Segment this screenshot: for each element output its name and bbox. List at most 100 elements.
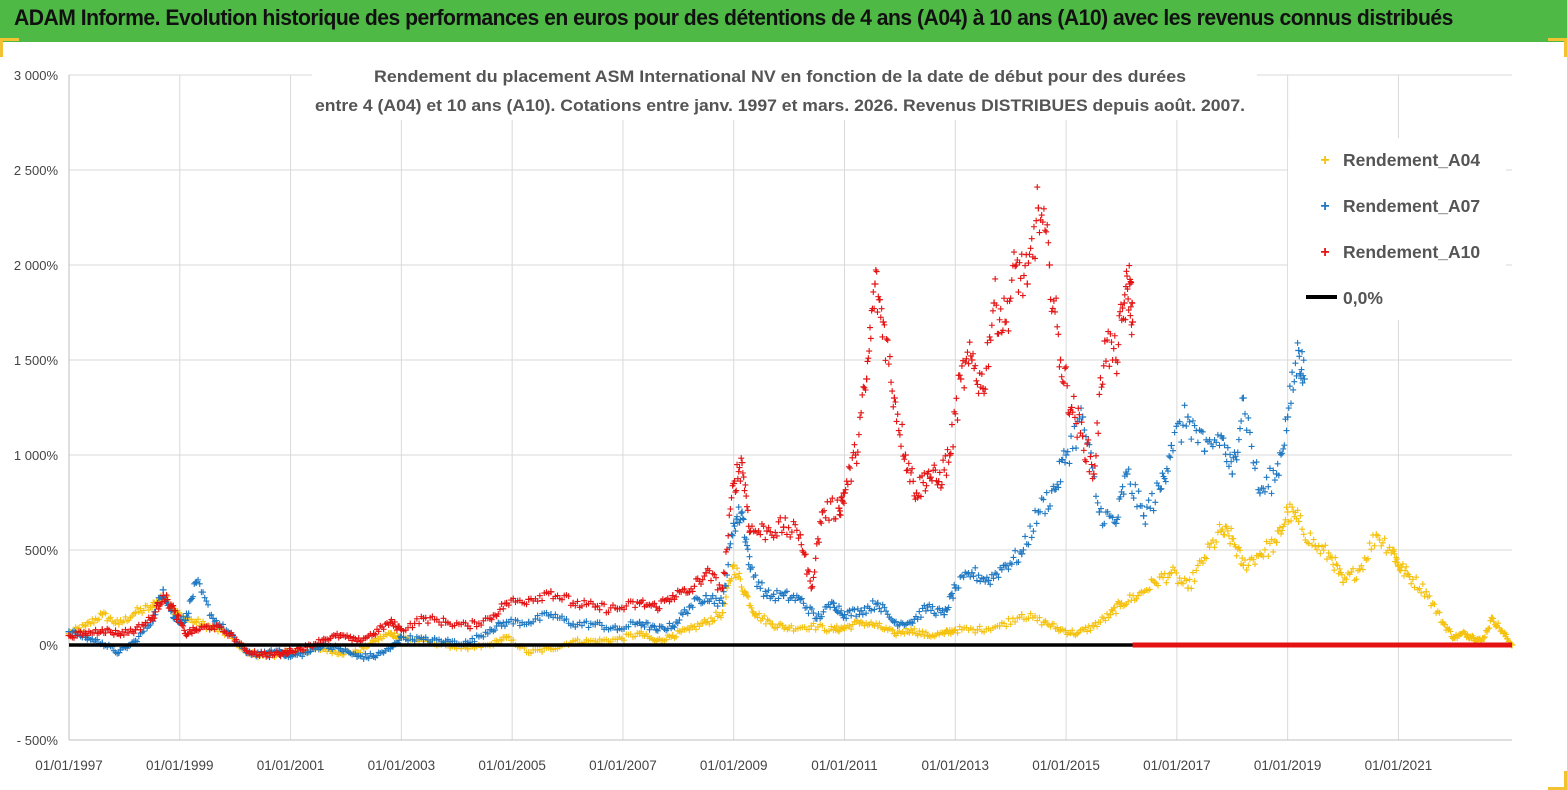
x-tick-label: 01/01/2015 xyxy=(1032,758,1100,773)
data-point-dense xyxy=(1334,562,1341,569)
data-point-dense xyxy=(1213,439,1220,446)
data-point-dense xyxy=(701,573,708,580)
data-point-dense xyxy=(716,581,723,588)
data-point-dense xyxy=(1066,460,1073,467)
data-point-dense xyxy=(903,467,910,474)
data-point-dense xyxy=(937,484,944,491)
data-point-dense xyxy=(596,606,603,613)
data-point-dense xyxy=(992,275,999,282)
data-point-dense xyxy=(922,487,929,494)
data-point-dense xyxy=(809,583,816,590)
data-point-dense xyxy=(724,546,731,553)
data-point xyxy=(1311,542,1319,550)
data-point-dense xyxy=(779,622,786,629)
data-point-dense xyxy=(970,573,977,580)
data-point-dense xyxy=(701,616,708,623)
data-point-dense xyxy=(950,443,957,450)
data-point-dense xyxy=(1073,445,1080,452)
data-point-dense xyxy=(839,498,846,505)
data-point-dense xyxy=(114,650,121,657)
data-point-dense xyxy=(1268,490,1275,497)
data-point-dense xyxy=(1129,490,1135,497)
data-point-dense xyxy=(200,589,207,596)
data-point-dense xyxy=(812,555,819,562)
data-point-dense xyxy=(1125,295,1132,302)
data-point-dense xyxy=(1012,263,1019,270)
data-point-dense xyxy=(1310,536,1317,543)
data-point xyxy=(1339,578,1347,586)
data-point-dense xyxy=(1015,559,1022,566)
data-point-dense xyxy=(1189,569,1196,576)
data-point-dense xyxy=(1100,362,1107,369)
data-point-dense xyxy=(960,574,967,581)
data-point-dense xyxy=(988,322,995,329)
data-point-dense xyxy=(536,617,543,624)
data-point-dense xyxy=(1374,532,1381,539)
data-point-dense xyxy=(698,581,705,588)
data-point-dense xyxy=(1222,523,1229,530)
data-point-dense xyxy=(767,528,774,535)
y-tick-label: 0% xyxy=(39,638,58,653)
data-point-dense xyxy=(1070,393,1077,400)
data-point-dense xyxy=(914,632,921,639)
data-point xyxy=(1140,512,1148,520)
data-point-dense xyxy=(352,651,359,658)
data-point xyxy=(1256,489,1264,497)
data-point xyxy=(796,531,804,539)
data-point-dense xyxy=(785,524,792,531)
data-point-dense xyxy=(735,504,742,511)
data-point-dense xyxy=(909,465,916,472)
data-point-dense xyxy=(864,358,871,365)
data-point-dense xyxy=(1266,540,1273,547)
data-point-dense xyxy=(1233,456,1240,463)
data-point-dense xyxy=(397,625,404,632)
data-point-dense xyxy=(828,598,835,605)
data-point-dense xyxy=(1402,567,1409,574)
data-point-dense xyxy=(731,478,738,485)
data-point-dense xyxy=(1016,614,1023,621)
data-point-dense xyxy=(1379,539,1386,546)
data-point-dense xyxy=(975,390,982,397)
data-point-dense xyxy=(1447,628,1454,635)
data-point-dense xyxy=(868,607,875,614)
data-point-dense xyxy=(1122,316,1129,323)
data-point-dense xyxy=(1353,576,1360,583)
data-point-dense xyxy=(1268,536,1275,543)
data-point-dense xyxy=(1150,577,1157,584)
data-point-dense xyxy=(729,482,736,489)
data-point-dense xyxy=(1089,475,1096,482)
data-point-dense xyxy=(1261,546,1268,553)
data-point-dense xyxy=(869,597,876,604)
frame-corner-bottom-right xyxy=(1548,771,1567,790)
data-point-dense xyxy=(1237,425,1244,432)
data-point-dense xyxy=(846,622,853,629)
data-point-dense xyxy=(1102,358,1109,365)
data-point-dense xyxy=(889,626,896,633)
data-point-dense xyxy=(1124,286,1131,293)
data-point-dense xyxy=(691,583,698,590)
data-point-dense xyxy=(1084,441,1091,448)
data-point-dense xyxy=(1078,419,1085,426)
data-point-dense xyxy=(1044,221,1051,228)
data-point-dense xyxy=(1245,562,1252,569)
data-point-dense xyxy=(917,493,924,500)
data-point-dense xyxy=(850,449,857,456)
data-point-dense xyxy=(469,635,476,642)
data-point-dense xyxy=(574,598,581,605)
data-point-dense xyxy=(972,629,979,636)
data-point-dense xyxy=(1096,391,1103,398)
data-point-dense xyxy=(87,620,94,627)
data-point-dense xyxy=(1166,453,1173,460)
data-point-dense xyxy=(656,605,663,612)
data-point-dense xyxy=(1003,562,1010,569)
data-point-dense xyxy=(1152,499,1159,506)
data-point xyxy=(780,592,788,600)
data-point-dense xyxy=(1109,357,1116,364)
data-point xyxy=(1201,554,1209,562)
data-point-dense xyxy=(1145,497,1152,504)
data-point-dense xyxy=(505,633,512,640)
data-point-dense xyxy=(1275,472,1282,479)
data-point-dense xyxy=(388,616,395,623)
data-point-dense xyxy=(1042,617,1049,624)
data-point-dense xyxy=(993,571,1000,578)
